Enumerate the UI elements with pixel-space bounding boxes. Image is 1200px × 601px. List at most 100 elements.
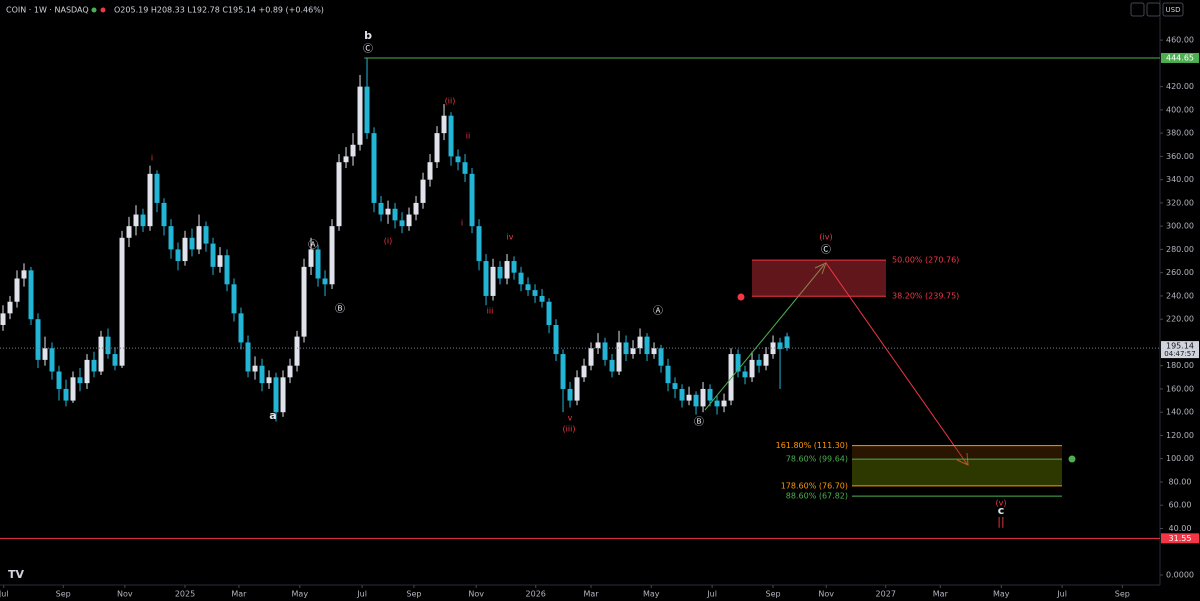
candle-body bbox=[238, 313, 244, 343]
candle-body bbox=[147, 173, 153, 227]
candle-body bbox=[133, 214, 139, 227]
wave-label: Ⓑ bbox=[694, 416, 704, 428]
candle-body bbox=[350, 144, 356, 157]
y-tick-label: 220.00 bbox=[1166, 315, 1194, 324]
wave-label: i bbox=[151, 154, 153, 163]
candle-body bbox=[280, 377, 286, 413]
y-tick-label: 100.00 bbox=[1166, 454, 1194, 463]
fib-label: 88.60% (67.82) bbox=[786, 492, 848, 501]
candle-body bbox=[679, 388, 685, 401]
candle-body bbox=[399, 220, 405, 227]
candle-body bbox=[392, 208, 398, 221]
candle-body bbox=[259, 365, 265, 384]
x-tick-label: Mar bbox=[583, 590, 599, 599]
y-tick-label: 240.00 bbox=[1166, 291, 1194, 300]
x-tick-label: 2027 bbox=[876, 590, 896, 599]
candle-body bbox=[273, 377, 279, 413]
candle-body bbox=[469, 173, 475, 227]
candle-body bbox=[658, 348, 664, 366]
symbol-title[interactable]: COIN · 1W · NASDAQ bbox=[6, 6, 89, 15]
candle-body bbox=[217, 255, 223, 267]
last-price-label: 195.14 bbox=[1166, 342, 1194, 351]
wave-label: ii bbox=[466, 132, 470, 141]
fib-label: 178.60% (76.70) bbox=[781, 481, 848, 490]
candle-body bbox=[203, 226, 209, 244]
candle-body bbox=[224, 255, 230, 285]
candle-body bbox=[728, 354, 734, 401]
candle-body bbox=[483, 261, 489, 296]
candle-body bbox=[77, 377, 83, 384]
candle-body bbox=[84, 359, 90, 384]
candle-body bbox=[287, 365, 293, 378]
x-tick-label: Nov bbox=[468, 590, 484, 599]
x-tick-label: Jul bbox=[356, 590, 367, 599]
candle-body bbox=[623, 342, 629, 355]
candle-body bbox=[518, 272, 524, 285]
candle-body bbox=[602, 342, 608, 360]
candle-body bbox=[777, 342, 783, 350]
button[interactable] bbox=[1130, 2, 1145, 17]
x-tick-label: 2026 bbox=[526, 590, 546, 599]
y-tick-label: 400.00 bbox=[1166, 105, 1194, 114]
y-tick-label: 60.00 bbox=[1169, 501, 1192, 510]
candle-body bbox=[504, 261, 510, 279]
y-tick-label: 120.00 bbox=[1166, 431, 1194, 440]
candle-body bbox=[455, 156, 461, 163]
candle-body bbox=[168, 226, 174, 250]
x-tick-label: Nov bbox=[117, 590, 133, 599]
candle-body bbox=[749, 359, 755, 378]
candle-body bbox=[616, 342, 622, 372]
candle-body bbox=[322, 278, 328, 285]
wave-label: iv bbox=[507, 233, 514, 242]
status-dot bbox=[91, 7, 97, 13]
candle-body bbox=[735, 354, 741, 372]
candle-body bbox=[532, 290, 538, 296]
x-tick-label: May bbox=[643, 590, 660, 599]
candle-body bbox=[462, 162, 468, 174]
candle-body bbox=[721, 400, 727, 407]
candle-body bbox=[245, 342, 251, 372]
price-tag bbox=[1161, 52, 1199, 63]
status-dot bbox=[100, 7, 106, 13]
candle-body bbox=[357, 86, 363, 145]
y-tick-label: 320.00 bbox=[1166, 198, 1194, 207]
candle-body bbox=[756, 359, 762, 366]
candle-body bbox=[301, 266, 307, 337]
wave-label: (ii) bbox=[445, 97, 456, 106]
candle-body bbox=[609, 359, 615, 372]
fib-label: 38.20% (239.75) bbox=[892, 292, 959, 301]
candle-body bbox=[161, 202, 167, 227]
wave-label: (i) bbox=[384, 237, 392, 246]
candle-body bbox=[413, 202, 419, 215]
candle-body bbox=[770, 342, 776, 355]
currency-button[interactable] bbox=[1162, 2, 1184, 17]
candle-body bbox=[42, 348, 48, 360]
wave-label: i bbox=[461, 219, 463, 228]
price-tag-label: 444.65 bbox=[1166, 53, 1194, 62]
candle-body bbox=[231, 284, 237, 314]
candle-body bbox=[784, 336, 790, 349]
candle-body bbox=[154, 173, 160, 203]
candle-body bbox=[546, 301, 552, 325]
currency[interactable]: USD bbox=[1166, 6, 1181, 14]
x-tick-label: Mar bbox=[231, 590, 247, 599]
candle-body bbox=[686, 394, 692, 401]
candle-body bbox=[567, 388, 573, 401]
candle-body bbox=[497, 266, 503, 279]
wave-label: Ⓒ bbox=[363, 43, 373, 55]
arrow-head bbox=[956, 452, 969, 466]
y-tick-label: 300.00 bbox=[1166, 222, 1194, 231]
x-tick-label: Sep bbox=[406, 590, 421, 599]
fib-zone bbox=[852, 445, 1062, 460]
y-tick-label: 140.00 bbox=[1166, 408, 1194, 417]
button[interactable] bbox=[1146, 2, 1161, 17]
candle-body bbox=[574, 377, 580, 401]
wave-label: (iv) bbox=[819, 233, 832, 242]
candle-body bbox=[329, 226, 335, 285]
candle-body bbox=[385, 208, 391, 215]
candle-body bbox=[189, 237, 195, 250]
candle-body bbox=[0, 313, 6, 325]
